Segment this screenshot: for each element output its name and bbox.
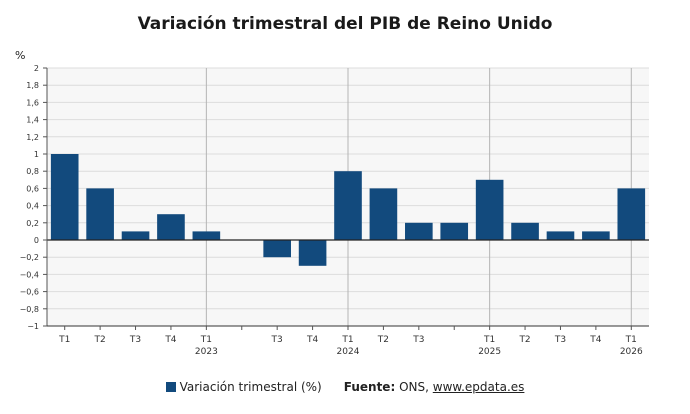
bar	[511, 222, 539, 240]
legend-series-label: Variación trimestral (%)	[179, 380, 322, 394]
y-axis-unit: %	[15, 49, 26, 62]
x-tick-label: T2	[518, 335, 530, 345]
bar	[369, 188, 398, 240]
x-tick-label: T2	[94, 335, 106, 345]
y-tick-label: 1,4	[26, 116, 39, 125]
y-tick-label: 0,2	[26, 219, 39, 228]
x-tick-label: T4	[164, 335, 176, 345]
x-tick-label: T1	[625, 335, 637, 345]
y-tick-label: 0,4	[26, 202, 39, 211]
bar	[440, 222, 469, 240]
bar	[405, 222, 433, 240]
y-tick-label: −1	[27, 322, 39, 331]
y-tick-label: −0,4	[20, 270, 39, 279]
y-tick-label: 1,8	[26, 81, 39, 90]
x-tick-label: T4	[306, 335, 318, 345]
bar	[546, 231, 575, 240]
bar	[582, 231, 610, 240]
bar	[192, 231, 221, 240]
y-tick-label: 0,8	[26, 167, 39, 176]
year-label: 2024	[337, 347, 360, 357]
legend: Variación trimestral (%) Fuente: ONS, www…	[0, 380, 690, 394]
x-tick-label: T3	[412, 335, 424, 345]
source-link[interactable]: www.epdata.es	[432, 380, 525, 394]
bar	[86, 188, 114, 240]
source-label: Fuente:	[343, 380, 396, 394]
y-tick-label: 1	[34, 150, 39, 159]
x-tick-label: T1	[200, 335, 212, 345]
x-tick-label: T1	[58, 335, 70, 345]
year-label: 2026	[620, 347, 643, 357]
x-tick-label: T3	[271, 335, 283, 345]
y-tick-label: 0	[34, 236, 39, 245]
bar	[263, 240, 291, 258]
year-label: 2023	[195, 347, 218, 357]
x-tick-label: T4	[589, 335, 601, 345]
x-tick-label: T2	[377, 335, 389, 345]
bar	[617, 188, 646, 240]
chart-title: Variación trimestral del PIB de Reino Un…	[137, 14, 553, 34]
y-tick-label: −0,8	[20, 305, 39, 314]
y-tick-label: −0,6	[20, 288, 39, 297]
legend-swatch	[165, 382, 176, 392]
y-tick-label: 0,6	[26, 184, 39, 193]
y-tick-label: 1,2	[26, 133, 39, 142]
x-tick-label: T3	[129, 335, 141, 345]
x-tick-label: T1	[341, 335, 353, 345]
source-name: ONS,	[399, 380, 429, 394]
x-tick-label: T3	[554, 335, 566, 345]
y-tick-label: 2	[34, 64, 39, 73]
y-tick-label: 1,6	[26, 98, 39, 107]
x-tick-label: T1	[483, 335, 495, 345]
bar	[121, 231, 150, 240]
bar	[475, 179, 504, 240]
bar	[298, 240, 327, 266]
bar	[334, 171, 362, 240]
year-label: 2025	[478, 347, 501, 357]
bar	[50, 154, 79, 240]
bar	[157, 214, 185, 240]
y-tick-label: −0,2	[20, 253, 39, 262]
